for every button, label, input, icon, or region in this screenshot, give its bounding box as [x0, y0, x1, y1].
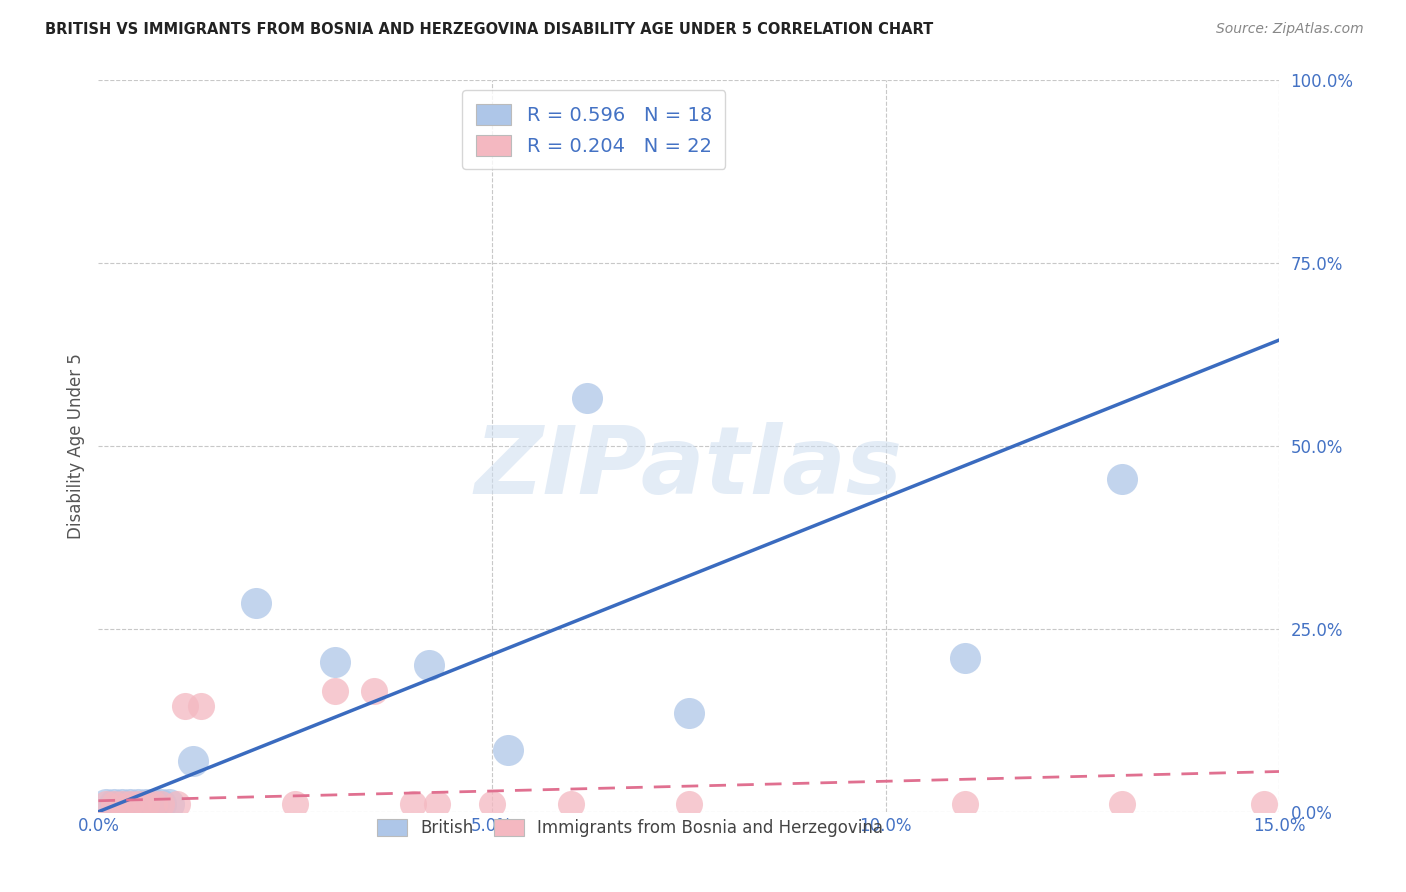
Point [1111, 472, 1133, 486]
Point [150, 797, 173, 812]
Point [560, 797, 582, 812]
Point [174, 698, 197, 713]
Point [142, 797, 165, 812]
Point [118, 797, 141, 812]
Point [481, 797, 503, 812]
Point [190, 698, 212, 713]
Text: BRITISH VS IMMIGRANTS FROM BOSNIA AND HERZEGOVINA DISABILITY AGE UNDER 5 CORRELA: BRITISH VS IMMIGRANTS FROM BOSNIA AND HE… [45, 22, 934, 37]
Text: Source: ZipAtlas.com: Source: ZipAtlas.com [1216, 22, 1364, 37]
Point [402, 797, 425, 812]
Point [181, 754, 204, 768]
Point [323, 655, 346, 669]
Point [426, 797, 449, 812]
Point [118, 797, 141, 812]
Point [953, 651, 976, 665]
Point [96, 797, 118, 812]
Point [284, 797, 307, 812]
Point [953, 797, 976, 812]
Point [96, 797, 118, 812]
Point [1253, 797, 1275, 812]
Point [127, 797, 149, 812]
Point [150, 797, 173, 812]
Point [103, 797, 125, 812]
Point [127, 797, 149, 812]
Point [1111, 797, 1133, 812]
Point [135, 797, 157, 812]
Text: ZIPatlas: ZIPatlas [475, 422, 903, 514]
Legend: British, Immigrants from Bosnia and Herzegovina: British, Immigrants from Bosnia and Herz… [370, 812, 890, 844]
Point [678, 797, 700, 812]
Point [166, 797, 188, 812]
Point [678, 706, 700, 720]
Point [103, 797, 125, 812]
Y-axis label: Disability Age Under 5: Disability Age Under 5 [66, 353, 84, 539]
Point [111, 797, 134, 812]
Point [157, 797, 180, 812]
Point [418, 658, 440, 673]
Point [245, 596, 267, 610]
Point [111, 797, 134, 812]
Point [575, 392, 598, 406]
Point [363, 684, 385, 698]
Point [323, 684, 346, 698]
Point [496, 742, 519, 756]
Point [142, 797, 165, 812]
Point [135, 797, 157, 812]
